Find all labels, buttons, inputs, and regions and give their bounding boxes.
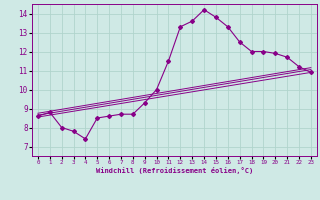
- X-axis label: Windchill (Refroidissement éolien,°C): Windchill (Refroidissement éolien,°C): [96, 167, 253, 174]
